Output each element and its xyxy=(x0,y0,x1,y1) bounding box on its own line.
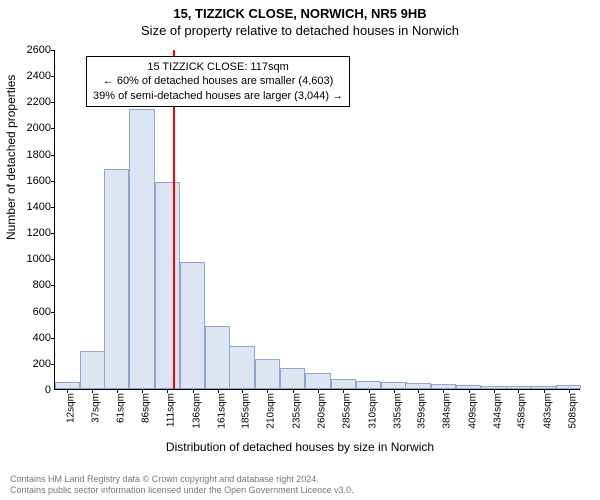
xtick-label: 37sqm xyxy=(91,389,102,433)
xtick-label: 508sqm xyxy=(567,389,578,433)
xtick-label: 86sqm xyxy=(140,389,151,433)
ytick-label: 2200 xyxy=(27,96,55,108)
histogram-bar xyxy=(405,383,430,389)
annotation-line-1: 15 TIZZICK CLOSE: 117sqm xyxy=(93,60,343,74)
ytick-label: 1000 xyxy=(27,253,55,265)
annotation-line-2: ← 60% of detached houses are smaller (4,… xyxy=(93,74,343,88)
xtick-label: 310sqm xyxy=(367,389,378,433)
histogram-bar xyxy=(55,382,80,389)
y-axis-label: Number of detached properties xyxy=(4,75,18,240)
histogram-bar xyxy=(104,169,129,389)
histogram-bar xyxy=(255,359,280,389)
ytick-label: 1600 xyxy=(27,175,55,187)
ytick-label: 0 xyxy=(45,384,55,396)
xtick-label: 185sqm xyxy=(241,389,252,433)
ytick-label: 1200 xyxy=(27,227,55,239)
histogram-bar xyxy=(481,386,506,389)
ytick-label: 2400 xyxy=(27,70,55,82)
ytick-label: 400 xyxy=(33,332,55,344)
ytick-label: 1400 xyxy=(27,201,55,213)
histogram-bar xyxy=(129,109,154,389)
histogram-bar xyxy=(531,386,556,389)
ytick-label: 2600 xyxy=(27,44,55,56)
histogram-bar xyxy=(280,368,305,389)
histogram-bar xyxy=(331,379,356,389)
xtick-label: 136sqm xyxy=(191,389,202,433)
histogram-bar xyxy=(456,385,481,389)
histogram-bar xyxy=(205,326,230,389)
xtick-label: 161sqm xyxy=(216,389,227,433)
xtick-label: 111sqm xyxy=(166,389,177,433)
xtick-label: 235sqm xyxy=(291,389,302,433)
histogram-bar xyxy=(155,182,180,389)
xtick-label: 384sqm xyxy=(442,389,453,433)
histogram-bar xyxy=(229,346,254,389)
footer-line-1: Contains HM Land Registry data © Crown c… xyxy=(10,474,319,484)
histogram-bar xyxy=(556,385,581,389)
histogram-bar xyxy=(305,373,330,389)
ytick-label: 1800 xyxy=(27,149,55,161)
chart: 0200400600800100012001400160018002000220… xyxy=(54,50,580,430)
ytick-label: 800 xyxy=(33,279,55,291)
footer-line-2: Contains public sector information licen… xyxy=(10,485,354,495)
xtick-label: 483sqm xyxy=(542,389,553,433)
histogram-bar xyxy=(356,381,381,389)
xtick-label: 12sqm xyxy=(66,389,77,433)
xtick-label: 260sqm xyxy=(317,389,328,433)
xtick-label: 458sqm xyxy=(517,389,528,433)
histogram-bar xyxy=(180,262,205,389)
xtick-label: 359sqm xyxy=(417,389,428,433)
xtick-label: 61sqm xyxy=(115,389,126,433)
histogram-bar xyxy=(431,384,456,389)
ytick-label: 200 xyxy=(33,358,55,370)
x-axis-label: Distribution of detached houses by size … xyxy=(0,440,600,454)
annotation-line-3: 39% of semi-detached houses are larger (… xyxy=(93,89,343,103)
annotation-box: 15 TIZZICK CLOSE: 117sqm ← 60% of detach… xyxy=(86,56,350,107)
plot-area: 0200400600800100012001400160018002000220… xyxy=(54,50,580,430)
histogram-bar xyxy=(381,382,406,389)
ytick-label: 600 xyxy=(33,306,55,318)
title-sub: Size of property relative to detached ho… xyxy=(0,21,600,38)
xtick-label: 210sqm xyxy=(266,389,277,433)
xtick-label: 409sqm xyxy=(467,389,478,433)
footer: Contains HM Land Registry data © Crown c… xyxy=(10,474,590,496)
histogram-bar xyxy=(506,386,531,389)
histogram-bar xyxy=(80,351,105,389)
xtick-label: 285sqm xyxy=(342,389,353,433)
title-main: 15, TIZZICK CLOSE, NORWICH, NR5 9HB xyxy=(0,0,600,21)
xtick-label: 434sqm xyxy=(493,389,504,433)
xtick-label: 335sqm xyxy=(392,389,403,433)
ytick-label: 2000 xyxy=(27,122,55,134)
